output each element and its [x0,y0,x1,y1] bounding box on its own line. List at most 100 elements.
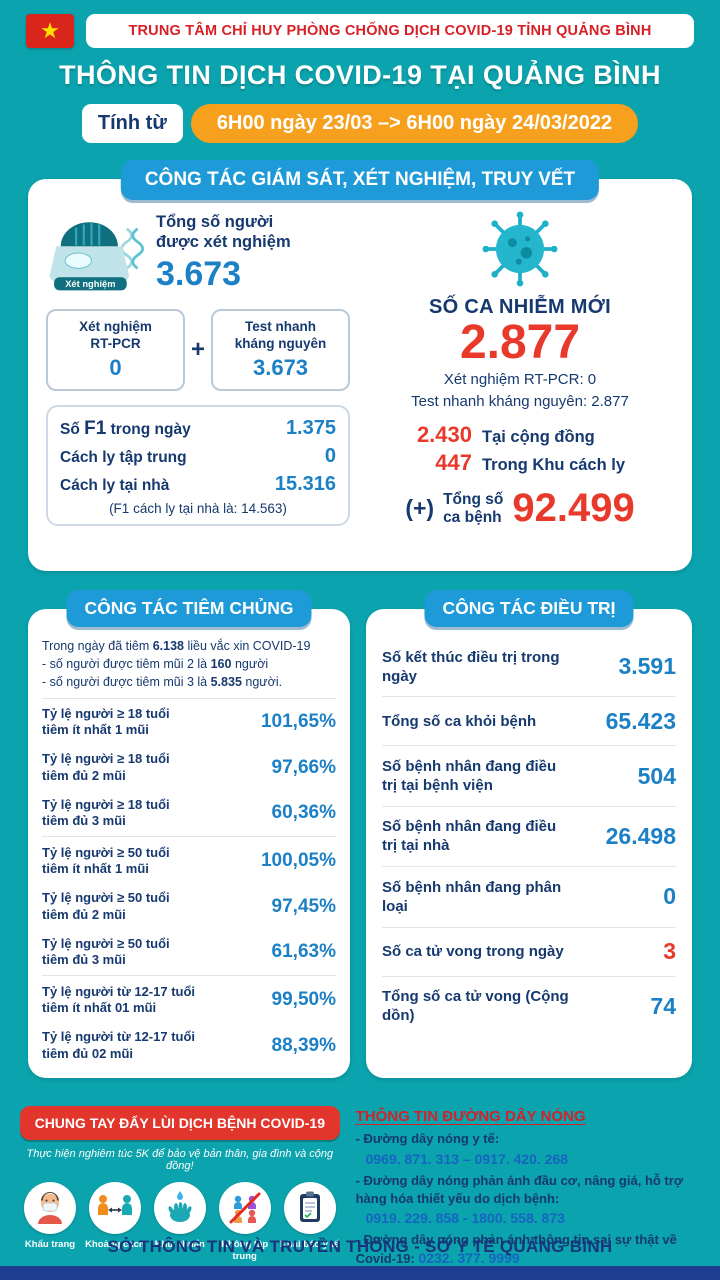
mask-icon [38,1192,62,1225]
total-cases-row: (+) Tổng số ca bệnh 92.499 [366,486,674,531]
hotline-fakenews-line: - Đường dây nóng phản ánh thông tin sai … [355,1231,677,1267]
treatment-section-title: CÔNG TÁC ĐIỀU TRỊ [424,590,634,627]
org-banner: TRUNG TÂM CHỈ HUY PHÒNG CHỐNG DỊCH COVID… [86,14,694,48]
5k-item-distance: Khoảng cách [85,1182,145,1262]
f1-home-note: (F1 cách ly tại nhà là: 14.563) [109,500,287,516]
rtpcr-box: Xét nghiệm RT-PCR 0 [46,309,185,391]
vaccination-row: Tỷ lệ người ≥ 50 tuổi tiêm đủ 2 mũi 97,45… [42,890,336,922]
treatment-row: Số bệnh nhân đang điều trị tại nhà 26.49… [382,807,676,868]
hotline-column: THÔNG TIN ĐƯỜNG DÂY NÓNG - Đường dây nón… [356,1106,700,1268]
machine-label: Xét nghiệm [65,279,115,289]
tested-row: Xét nghiệm Tổng số người được xét nghiệm… [46,209,350,297]
isolation-cases-value: 447 [435,450,472,476]
vaccination-row: Tỷ lệ người ≥ 18 tuổi tiêm đủ 3 mũi 60,36… [42,796,336,829]
vaccination-intro-line3: - số người được tiêm mũi 3 là 5.835 ngườ… [42,675,283,690]
vaccination-intro-line2: - số người được tiêm mũi 2 là 160 người [42,657,269,672]
virus-icon [482,211,558,287]
treatment-row: Số bệnh nhân đang phân loại 0 [382,867,676,928]
prevention-slogan: Thực hiện nghiêm túc 5K để bảo vệ bản th… [26,1148,334,1173]
date-range-pill: 6H00 ngày 23/03 –> 6H00 ngày 24/03/2022 [190,104,639,143]
f1-quarantine-box: Số F1 trong ngày 1.375 Cách ly tập trung… [46,404,350,526]
f1-count-row: Số F1 trong ngày 1.375 [60,417,336,440]
publisher-text: SỞ THÔNG TIN VÀ TRUYỀN THÔNG - SỞ Y TẾ Q… [107,1237,613,1256]
footer: CHUNG TAY ĐẨY LÙI DỊCH BỆNH COVID-19 Thự… [20,1106,700,1268]
5k-item-declaration: Khai báo y tế [280,1182,340,1262]
total-cases-label: Tổng số ca bệnh [443,491,504,526]
vaccination-row: Tỷ lệ người ≥ 50 tuổi tiêm đủ 3 mũi 61,63… [42,935,336,968]
distance-icon [97,1195,132,1216]
virus-icon-wrap [366,211,674,292]
5k-item-no-gathering: Không tập trung [215,1182,275,1262]
vietnam-flag-icon: ★ [26,14,74,48]
community-cases-value: 2.430 [416,422,472,448]
rtpcr-value: 0 [109,354,122,380]
hotline-price-numbers: 0919. 229. 858 - 1800. 558. 873 [365,1209,565,1226]
rtpcr-label: Xét nghiệm RT-PCR [79,319,152,351]
rapid-test-value: 3.673 [252,354,309,380]
testing-column: Xét nghiệm Tổng số người được xét nghiệm… [46,209,360,531]
hotline-fakenews-number: 0232. 377. 9999 [418,1250,520,1267]
new-cases-column: SỐ CA NHIỄM MỚI 2.877 Xét nghiệm RT-PCR:… [360,209,674,531]
vaccination-row: Tỷ lệ người ≥ 18 tuổi tiêm ít nhất 1 mũi … [42,705,336,738]
f1-count-value: 1.375 [285,416,336,439]
hotline-medical-numbers: 0969. 871. 313 – 0917. 420. 268 [365,1150,568,1167]
page-title: THÔNG TIN DỊCH COVID-19 TẠI QUẢNG BÌNH [59,60,661,90]
sanitize-icon [168,1191,192,1223]
treatment-card: CÔNG TÁC ĐIỀU TRỊ Số kết thúc điều trị t… [366,590,692,1079]
f1-count-label: Số F1 trong ngày [60,417,191,439]
central-quarantine-row: Cách ly tập trung 0 [60,444,336,467]
org-name: TRUNG TÂM CHỈ HUY PHÒNG CHỐNG DỊCH COVID… [128,23,652,39]
prevention-banner: CHUNG TAY ĐẨY LÙI DỊCH BỆNH COVID-19 [20,1106,340,1141]
total-cases-value: 92.499 [512,486,635,531]
surveillance-body: Xét nghiệm Tổng số người được xét nghiệm… [46,209,674,531]
new-cases-rtpcr: Xét nghiệm RT-PCR: 0 [443,370,597,388]
flag-star-icon: ★ [40,18,60,43]
surveillance-section-title: CÔNG TÁC GIÁM SÁT, XÉT NGHIỆM, TRUY VẾT [120,160,600,200]
tested-info: Tổng số người được xét nghiệm 3.673 [156,212,291,294]
top-bar: ★ TRUNG TÂM CHỈ HUY PHÒNG CHỐNG DỊCH COV… [0,0,720,48]
plus-cumulative-icon: (+) [405,495,435,522]
vaccination-row: Tỷ lệ người ≥ 50 tuổi tiêm ít nhất 1 mũi … [42,835,336,884]
isolation-cases-row: 447 Trong Khu cách ly [366,450,674,476]
5k-item-sanitize: Khử khuẩn [150,1182,210,1262]
isolation-cases-label: Trong Khu cách ly [482,456,626,475]
5k-icons-row: Khẩu trang Khoảng cách [20,1182,340,1262]
new-cases-label: SỐ CA NHIỄM MỚI [429,296,611,318]
5k-item-mask: Khẩu trang [20,1182,80,1262]
community-cases-row: 2.430 Tại cộng đồng [366,422,674,448]
prevention-column: CHUNG TAY ĐẨY LÙI DỊCH BỆNH COVID-19 Thự… [20,1106,340,1268]
rapid-test-label: Test nhanh kháng nguyên [234,319,327,351]
treatment-row: Số kết thúc điều trị trong ngày 3.591 [382,637,676,698]
vaccination-row: Tỷ lệ người từ 12-17 tuổi tiêm ít nhất 01… [42,974,336,1023]
no-gathering-icon [229,1192,261,1224]
vaccination-intro: Trong ngày đã tiêm 6.138 liều vắc xin CO… [42,637,336,700]
hotline-title: THÔNG TIN ĐƯỜNG DÂY NÓNG [355,1108,586,1126]
case-source-rows: 2.430 Tại cộng đồng 447 Trong Khu cách l… [366,422,674,476]
health-declaration-icon [299,1191,320,1223]
tested-label: Tổng số người được xét nghiệm [156,212,291,251]
vaccination-section-title: CÔNG TÁC TIÊM CHỦNG [66,590,312,627]
vaccination-row: Tỷ lệ người từ 12-17 tuổi tiêm đủ 02 mũi … [42,1029,336,1061]
treatment-row: Tổng số ca khỏi bệnh 65.423 [382,697,676,747]
community-cases-label: Tại cộng đồng [482,428,595,447]
home-quarantine-row: Cách ly tại nhà 15.316 [60,472,336,495]
plus-sign: + [191,335,206,363]
hotline-price-label: - Đường dây nóng phản ánh đầu cơ, nâng g… [355,1172,684,1206]
treatment-row: Tổng số ca tử vong (Cộng dồn) 74 [382,988,676,1025]
test-machine-icon: Xét nghiệm [49,222,145,291]
vaccination-card: CÔNG TÁC TIÊM CHỦNG Trong ngày đã tiêm 6… [28,590,350,1079]
bottom-strip [0,1266,720,1280]
date-row: Tính từ 6H00 ngày 23/03 –> 6H00 ngày 24/… [0,104,720,143]
vaccination-intro-line1: Trong ngày đã tiêm 6.138 liều vắc xin CO… [42,639,311,653]
vaccination-row: Tỷ lệ người ≥ 18 tuổi tiêm đủ 2 mũi 97,66… [42,751,336,783]
surveillance-card: CÔNG TÁC GIÁM SÁT, XÉT NGHIỆM, TRUY VẾT [28,160,692,571]
new-cases-rapid: Test nhanh kháng nguyên: 2.877 [411,393,629,411]
date-label: Tính từ [81,104,183,143]
lower-cards-row: CÔNG TÁC TIÊM CHỦNG Trong ngày đã tiêm 6… [28,590,692,1079]
bottom-bar: SỞ THÔNG TIN VÀ TRUYỀN THÔNG - SỞ Y TẾ Q… [0,1237,720,1280]
treatment-row: Số bệnh nhân đang điều trị tại bệnh viện… [382,746,676,807]
new-cases-value: 2.877 [459,316,581,369]
test-type-boxes: Xét nghiệm RT-PCR 0 + Test nhanh kháng n… [46,309,351,391]
tested-value: 3.673 [156,255,242,294]
